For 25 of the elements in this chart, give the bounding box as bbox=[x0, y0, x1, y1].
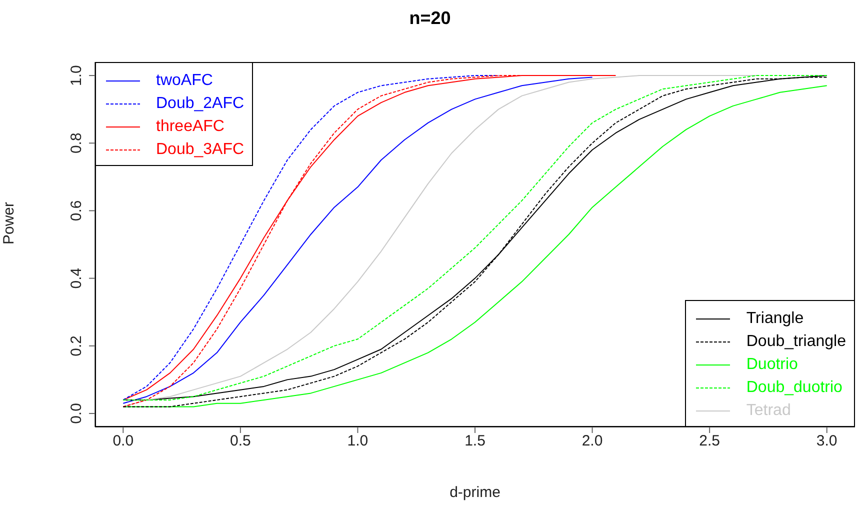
y-tick-label: 0.2 bbox=[68, 335, 85, 356]
line-series bbox=[122, 75, 499, 400]
x-axis-title: d-prime bbox=[450, 484, 500, 501]
y-tick-label: 1.0 bbox=[68, 65, 85, 86]
x-tick-label: 1.5 bbox=[464, 432, 486, 450]
x-tick-label: 1.0 bbox=[347, 432, 368, 450]
legend-label: Doub_duotrio bbox=[746, 378, 842, 396]
x-tick-label: 0.5 bbox=[230, 432, 251, 450]
x-tick-label: 2.0 bbox=[582, 432, 603, 450]
y-tick-label: 0.4 bbox=[68, 268, 85, 289]
legend-label: Duotrio bbox=[746, 356, 798, 374]
legend-label: twoAFC bbox=[156, 72, 213, 90]
legend-label: Doub_2AFC bbox=[156, 94, 244, 112]
legend-label: Doub_3AFC bbox=[156, 140, 244, 158]
legend-label: threeAFC bbox=[156, 118, 224, 136]
x-tick-label: 0.0 bbox=[112, 432, 134, 450]
legend-label: Doub_triangle bbox=[746, 332, 846, 350]
y-axis-title: Power bbox=[0, 202, 18, 244]
chart-title: n=20 bbox=[408, 8, 452, 29]
x-tick-label: 3.0 bbox=[816, 432, 838, 450]
y-tick-label: 0.8 bbox=[68, 132, 85, 154]
x-tick-label: 2.5 bbox=[699, 432, 720, 450]
y-tick-label: 0.6 bbox=[68, 200, 85, 222]
legend-label: Triangle bbox=[746, 310, 804, 328]
y-tick-label: 0.0 bbox=[68, 403, 85, 424]
